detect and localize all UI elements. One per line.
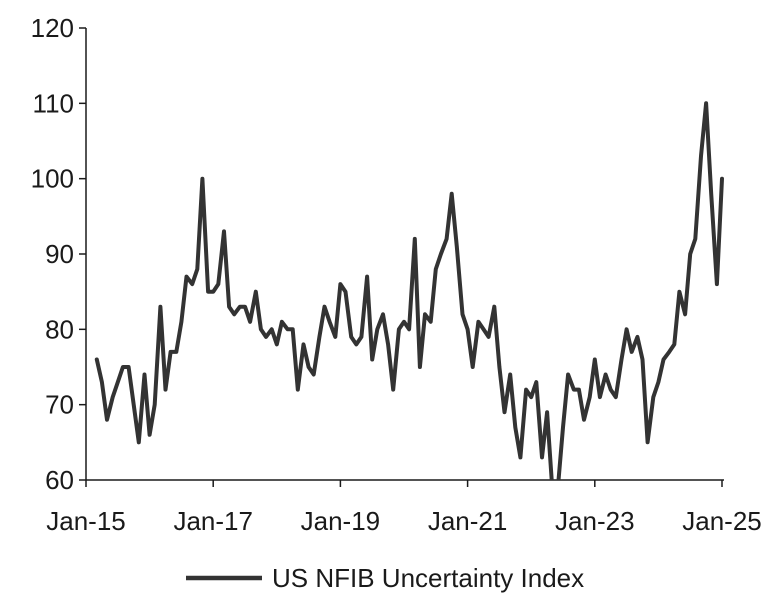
x-tick-label: Jan-17 [173, 506, 253, 536]
x-tick-label: Jan-21 [428, 506, 508, 536]
series-layer [94, 101, 724, 480]
x-axis-ticks: Jan-15 Jan-17 Jan-19 Jan-21 Jan-23 Jan-25 [46, 480, 762, 536]
y-axis-ticks: 60 70 80 90 100 110 120 [31, 13, 86, 495]
y-tick-label: 70 [45, 390, 74, 420]
x-tick-label: Jan-19 [301, 506, 381, 536]
legend: US NFIB Uncertainty Index [186, 563, 584, 593]
series-line-us-nfib-uncertainty-index [94, 101, 724, 480]
y-tick-label: 90 [45, 239, 74, 269]
legend-label: US NFIB Uncertainty Index [272, 563, 584, 593]
y-tick-label: 100 [31, 164, 74, 194]
y-tick-label: 110 [33, 88, 74, 118]
x-tick-label: Jan-25 [682, 506, 762, 536]
y-tick-label: 60 [45, 465, 74, 495]
y-tick-label: 80 [45, 314, 74, 344]
y-tick-label: 120 [31, 13, 74, 43]
x-tick-label: Jan-15 [46, 506, 126, 536]
axes [85, 28, 724, 481]
x-tick-label: Jan-23 [555, 506, 635, 536]
